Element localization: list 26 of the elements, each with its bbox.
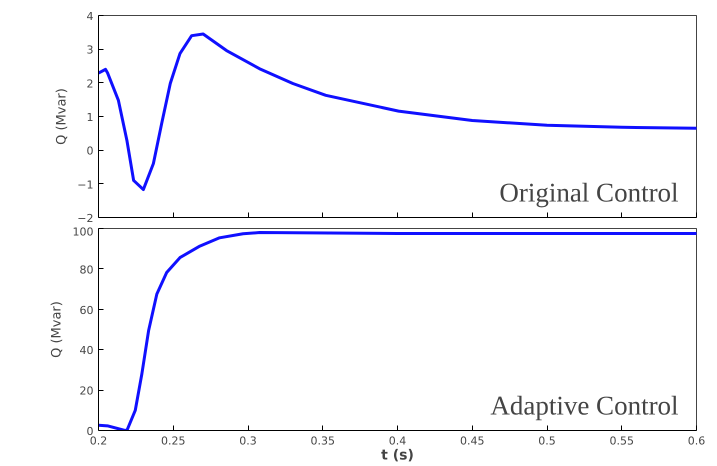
y-tick-label: −2	[77, 212, 94, 225]
y-tick-label: −1	[77, 178, 94, 192]
x-tick-label: 0.25	[161, 434, 186, 448]
x-tick-label: 0.45	[460, 434, 485, 448]
y-tick-label: 3	[86, 44, 94, 57]
x-tick-label: 0.5	[538, 434, 556, 448]
x-tick-label: 0.4	[388, 434, 406, 448]
y-tick-label: 80	[80, 263, 94, 276]
y-axis-title: Q (Mvar)	[50, 301, 65, 358]
x-axis-title: t (s)	[381, 448, 414, 464]
x-tick-label: 0.35	[310, 434, 336, 448]
y-tick-label: 20	[80, 384, 94, 398]
y-tick-label: 2	[86, 77, 94, 90]
annotation: Original Control	[499, 177, 679, 208]
y-axis-title: Q (Mvar)	[54, 88, 70, 145]
y-tick-label: 1	[86, 111, 94, 124]
y-tick-label: 0	[86, 144, 94, 158]
y-tick-label: 4	[86, 10, 94, 23]
line-series	[98, 231, 696, 430]
x-tick-label: 0.55	[610, 434, 634, 448]
y-tick-label: 60	[80, 304, 94, 317]
x-tick-label: 0.3	[239, 434, 257, 448]
y-tick-label: 40	[80, 344, 94, 358]
annotation: Adaptive Control	[490, 390, 679, 420]
y-tick-label: 100	[72, 226, 94, 238]
x-tick-label: 0.6	[688, 434, 706, 448]
